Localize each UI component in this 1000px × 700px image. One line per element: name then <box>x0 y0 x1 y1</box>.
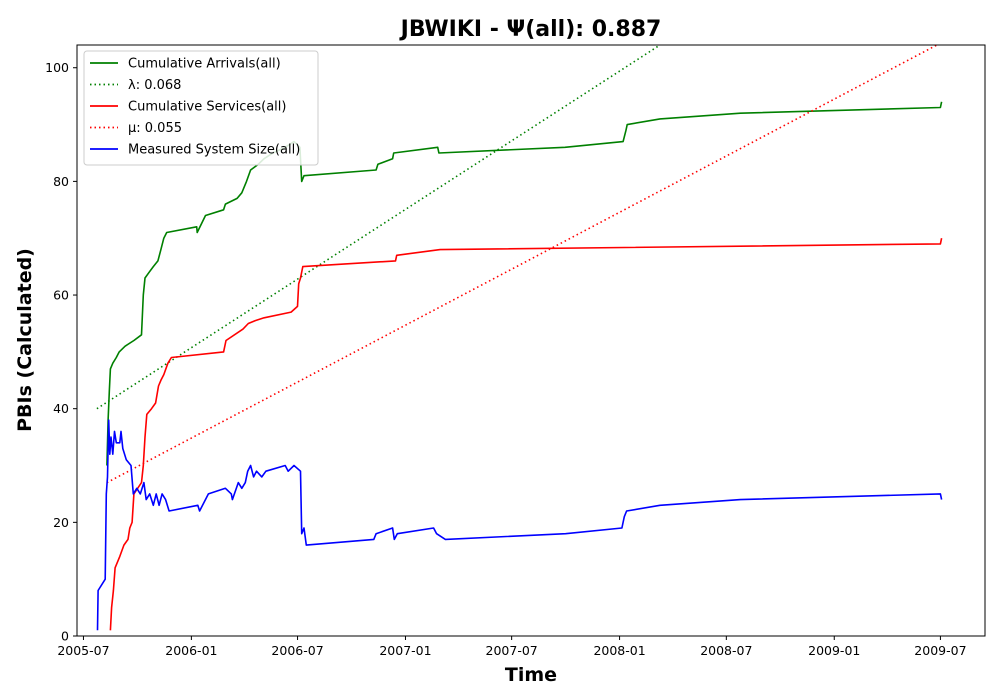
legend: Cumulative Arrivals(all) λ: 0.068 Cumulati… <box>83 50 319 166</box>
y-tick-label: 20 <box>53 515 69 530</box>
series-line-3 <box>106 45 938 484</box>
x-tick-label: 2007-07 <box>486 643 538 658</box>
y-tick-label: 60 <box>53 288 69 303</box>
x-axis-label: Time <box>505 664 557 686</box>
series-line-4 <box>96 419 943 631</box>
y-tick-label: 100 <box>45 60 69 75</box>
series-line-1 <box>96 45 661 410</box>
y-axis: 0 20 40 60 80 100 <box>45 60 77 644</box>
series-line-0 <box>106 101 943 466</box>
x-axis: 2005-07 2006-01 2006-07 2007-01 2007-07 2008-… <box>57 636 967 658</box>
x-tick-label: 2007-01 <box>379 643 431 658</box>
x-tick-label: 2006-01 <box>165 643 217 658</box>
x-tick-label: 2009-07 <box>914 643 966 658</box>
x-tick-label: 2008-01 <box>593 643 645 658</box>
legend-box <box>83 50 319 166</box>
legend-label: λ: 0.068 <box>128 78 181 93</box>
x-tick-label: 2008-07 <box>700 643 752 658</box>
x-tick-label: 2009-01 <box>808 643 860 658</box>
x-tick-label: 2006-07 <box>271 643 323 658</box>
y-tick-label: 0 <box>61 629 69 644</box>
chart-title: JBWIKI - Ψ(all): 0.887 <box>399 17 662 42</box>
y-axis-label: PBIs (Calculated) <box>14 248 36 432</box>
legend-label: μ: 0.055 <box>128 121 182 136</box>
plot-frame <box>76 44 986 637</box>
y-tick-label: 80 <box>53 174 69 189</box>
legend-label: Cumulative Arrivals(all) <box>128 57 281 72</box>
y-tick-label: 40 <box>53 401 69 416</box>
plot-area <box>96 45 943 631</box>
series-line-2 <box>109 238 943 631</box>
x-tick-label: 2005-07 <box>57 643 109 658</box>
legend-label: Measured System Size(all) <box>128 143 300 158</box>
legend-label: Cumulative Services(all) <box>128 100 286 115</box>
